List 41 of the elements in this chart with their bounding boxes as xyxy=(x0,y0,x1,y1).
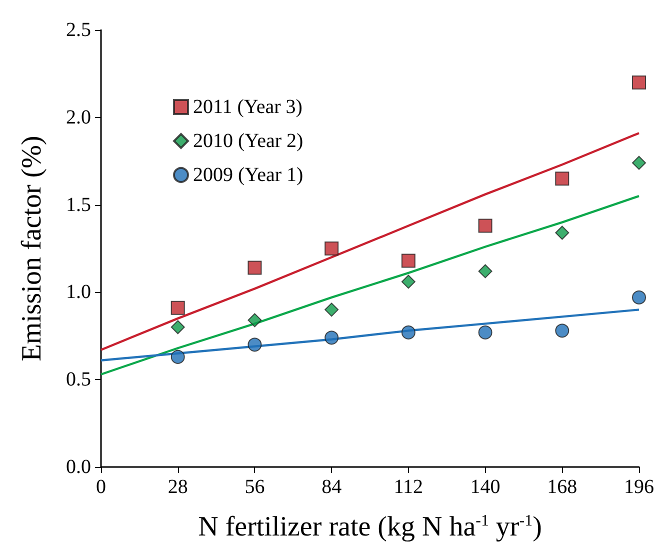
point xyxy=(555,172,570,186)
point xyxy=(324,330,339,345)
y-tick-label: 2.0 xyxy=(66,106,91,128)
line-series xyxy=(100,132,640,351)
point xyxy=(632,156,646,170)
y-tick-label: 0.5 xyxy=(66,368,91,391)
point xyxy=(248,260,262,275)
x-tick-label: 112 xyxy=(394,476,424,498)
y-tick-label: 1.0 xyxy=(66,281,91,304)
point xyxy=(555,226,570,240)
point xyxy=(324,242,339,256)
point xyxy=(478,264,492,278)
legend-label: 2011 (Year 3) xyxy=(193,96,302,118)
point xyxy=(478,218,492,233)
legend-label: 2010 (Year 2) xyxy=(193,130,304,152)
point xyxy=(324,302,339,317)
x-tick-label: 140 xyxy=(470,476,500,498)
x-tick-label: 196 xyxy=(624,476,654,498)
point xyxy=(555,324,570,338)
x-tick-label: 28 xyxy=(168,476,188,498)
point xyxy=(170,350,185,364)
point xyxy=(401,274,416,289)
point xyxy=(248,313,262,328)
line-series xyxy=(100,194,640,376)
x-tick-label: 56 xyxy=(244,476,265,498)
point xyxy=(170,300,185,315)
x-tick-label: 84 xyxy=(322,476,342,498)
point xyxy=(478,325,492,340)
point xyxy=(632,290,646,304)
y-tick-label: 1.5 xyxy=(66,194,91,216)
point xyxy=(401,254,416,268)
y-tick-label: 0.0 xyxy=(66,456,91,478)
y-axis-title: Emission factor (%) xyxy=(16,136,48,362)
legend-label: 2009 (Year 1) xyxy=(193,164,304,186)
point xyxy=(170,320,185,334)
x-tick-label: 168 xyxy=(547,476,578,498)
point xyxy=(248,338,262,352)
point xyxy=(632,75,646,90)
point xyxy=(401,325,416,340)
y-tick-label: 2.5 xyxy=(66,19,91,41)
x-tick-label: 0 xyxy=(96,476,106,498)
